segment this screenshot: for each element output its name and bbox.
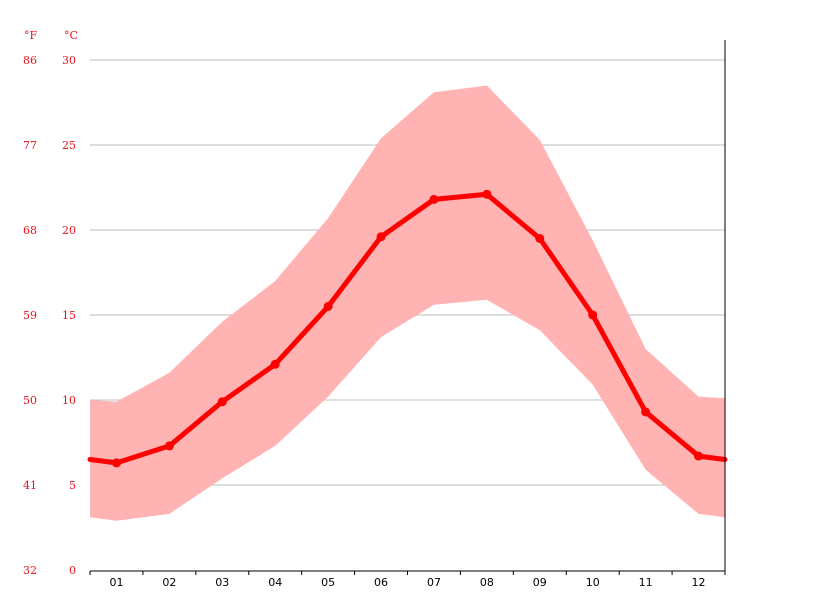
- y-tick-label-fahrenheit: 41: [23, 479, 37, 492]
- y-tick-label-fahrenheit: 32: [23, 564, 37, 577]
- mean-temperature-series: [87, 189, 728, 468]
- x-tick-label: 10: [586, 576, 600, 589]
- y-tick-label-fahrenheit: 68: [23, 224, 37, 237]
- x-tick-label: 05: [321, 576, 335, 589]
- mean-temperature-point: [535, 234, 545, 243]
- mean-temperature-point: [641, 407, 651, 417]
- y-axis-ticks: 0 32 5 41 10 50 15 59 20 68 25 77 30 86: [23, 54, 76, 577]
- y-tick-label-celsius: 5: [69, 479, 76, 492]
- x-tick-label: 07: [427, 576, 441, 589]
- y-tick-label-celsius: 25: [62, 139, 76, 152]
- y-tick-label-celsius: 20: [62, 224, 76, 237]
- y-tick-label-celsius: 15: [62, 309, 76, 322]
- mean-temperature-line: [87, 191, 728, 466]
- mean-temperature-point: [323, 302, 333, 311]
- fahrenheit-unit-label: °F: [24, 29, 38, 42]
- x-tick-label: 12: [692, 576, 706, 589]
- celsius-unit-label: °C: [64, 29, 78, 42]
- mean-temperature-point: [270, 359, 280, 369]
- x-tick-label: 03: [215, 576, 229, 589]
- y-tick-label-celsius: 10: [62, 394, 76, 407]
- y-tick-label-fahrenheit: 50: [23, 394, 37, 407]
- x-tick-label: 04: [268, 576, 282, 589]
- x-tick-label: 01: [109, 576, 123, 589]
- x-tick-label: 09: [533, 576, 547, 589]
- x-tick-label: 02: [162, 576, 176, 589]
- x-tick-label: 06: [374, 576, 388, 589]
- mean-temperature-point: [376, 232, 386, 242]
- mean-temperature-point: [429, 194, 439, 204]
- y-tick-label-celsius: 30: [62, 54, 76, 67]
- y-tick-label-fahrenheit: 77: [23, 139, 37, 152]
- x-tick-label: 11: [639, 576, 653, 589]
- mean-temperature-point: [694, 451, 704, 461]
- y-tick-label-celsius: 0: [69, 564, 76, 577]
- x-axis: 01 02 03 04 05 06 07 08 09 10 11 12: [89, 40, 726, 589]
- mean-temperature-point: [111, 458, 121, 468]
- mean-temperature-point: [482, 189, 492, 199]
- temperature-range-area: [90, 85, 725, 521]
- x-tick-label: 08: [480, 576, 494, 589]
- mean-temperature-point: [164, 441, 174, 451]
- y-tick-label-fahrenheit: 59: [23, 309, 37, 322]
- mean-temperature-point: [217, 397, 227, 407]
- temperature-range-band: [90, 85, 725, 521]
- mean-temperature-point: [588, 310, 598, 320]
- y-tick-label-fahrenheit: 86: [23, 54, 37, 67]
